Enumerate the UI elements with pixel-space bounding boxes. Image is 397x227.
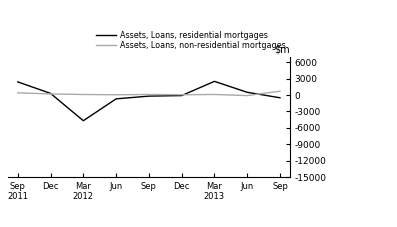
Assets, Loans, non-residential mortgages [114, 93, 118, 96]
Legend: Assets, Loans, residential mortgages, Assets, Loans, non-residential mortgages: Assets, Loans, residential mortgages, As… [96, 31, 286, 50]
Assets, Loans, residential mortgages [245, 91, 250, 94]
Assets, Loans, residential mortgages [114, 97, 118, 100]
Assets, Loans, non-residential mortgages [146, 93, 151, 96]
Assets, Loans, non-residential mortgages [15, 91, 20, 94]
Assets, Loans, non-residential mortgages [48, 93, 53, 95]
Assets, Loans, residential mortgages [146, 95, 151, 97]
Assets, Loans, residential mortgages [15, 81, 20, 83]
Assets, Loans, residential mortgages [278, 96, 282, 99]
Assets, Loans, non-residential mortgages [245, 94, 250, 97]
Assets, Loans, non-residential mortgages [81, 93, 86, 96]
Assets, Loans, residential mortgages [48, 92, 53, 95]
Line: Assets, Loans, non-residential mortgages: Assets, Loans, non-residential mortgages [18, 91, 280, 96]
Assets, Loans, non-residential mortgages [278, 90, 282, 93]
Line: Assets, Loans, residential mortgages: Assets, Loans, residential mortgages [18, 81, 280, 121]
Assets, Loans, non-residential mortgages [179, 93, 184, 96]
Assets, Loans, residential mortgages [179, 94, 184, 97]
Assets, Loans, residential mortgages [212, 80, 217, 83]
Text: $m: $m [274, 44, 290, 54]
Assets, Loans, non-residential mortgages [212, 93, 217, 96]
Assets, Loans, residential mortgages [81, 119, 86, 122]
